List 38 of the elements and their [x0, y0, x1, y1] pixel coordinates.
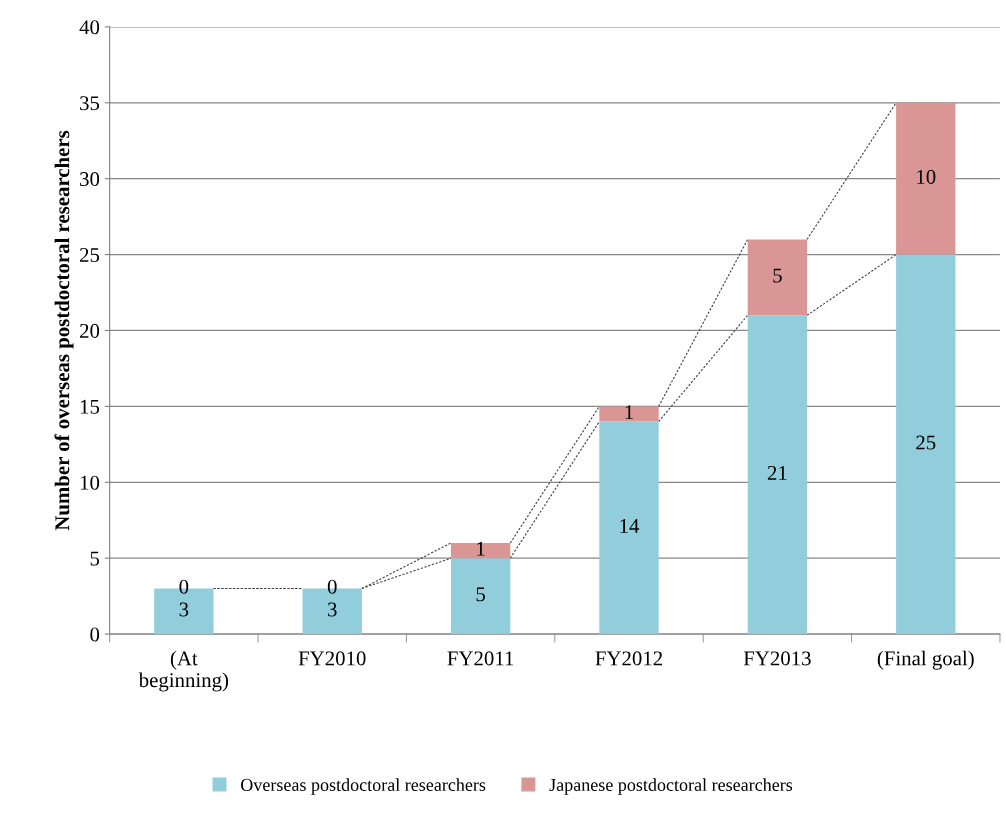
data-label: 1: [625, 405, 633, 419]
data-label: 5: [773, 268, 782, 283]
data-label: 21: [767, 465, 787, 480]
bar: [747, 315, 808, 635]
x-tick-label: (At beginning): [138, 650, 229, 692]
x-tick-label: FY2013: [743, 651, 811, 666]
y-tick-label: 10: [80, 475, 100, 490]
y-tick-label: 30: [80, 172, 100, 187]
bar: [599, 406, 659, 422]
data-label: 14: [620, 519, 640, 533]
y-tick-label: 15: [80, 399, 100, 414]
y-tick-label: 35: [80, 96, 100, 111]
data-label: 10: [917, 169, 936, 184]
x-tick-label: FY2012: [595, 651, 662, 666]
bar: [450, 558, 511, 635]
data-label: 3: [328, 602, 337, 617]
bar: [896, 254, 956, 635]
data-label: 0: [179, 579, 189, 594]
data-label: 1: [477, 541, 485, 556]
y-tick-label: 0: [90, 627, 100, 642]
data-label: 0: [327, 579, 337, 594]
bar: [599, 421, 659, 635]
y-axis-title: Number of overseas postdoctoral researchers: [54, 130, 74, 531]
data-label: 3: [179, 602, 189, 617]
x-tick-label: FY2010: [298, 651, 366, 666]
x-tick-label: (Final goal): [877, 650, 974, 670]
data-label: 5: [476, 587, 486, 602]
bar: [450, 542, 511, 559]
bar: [747, 239, 808, 316]
bar: [896, 102, 956, 255]
y-tick-label: 5: [90, 551, 100, 566]
y-tick-label: 25: [80, 248, 100, 263]
legend-label: Overseas postdoctoral researchers: [241, 778, 486, 795]
data-label: 25: [916, 435, 936, 450]
y-tick-label: 20: [80, 323, 100, 338]
x-tick-label: FY2011: [447, 651, 514, 666]
y-tick-label: 40: [79, 20, 100, 35]
legend-label: Japanese postdoctoral researchers: [549, 778, 793, 795]
